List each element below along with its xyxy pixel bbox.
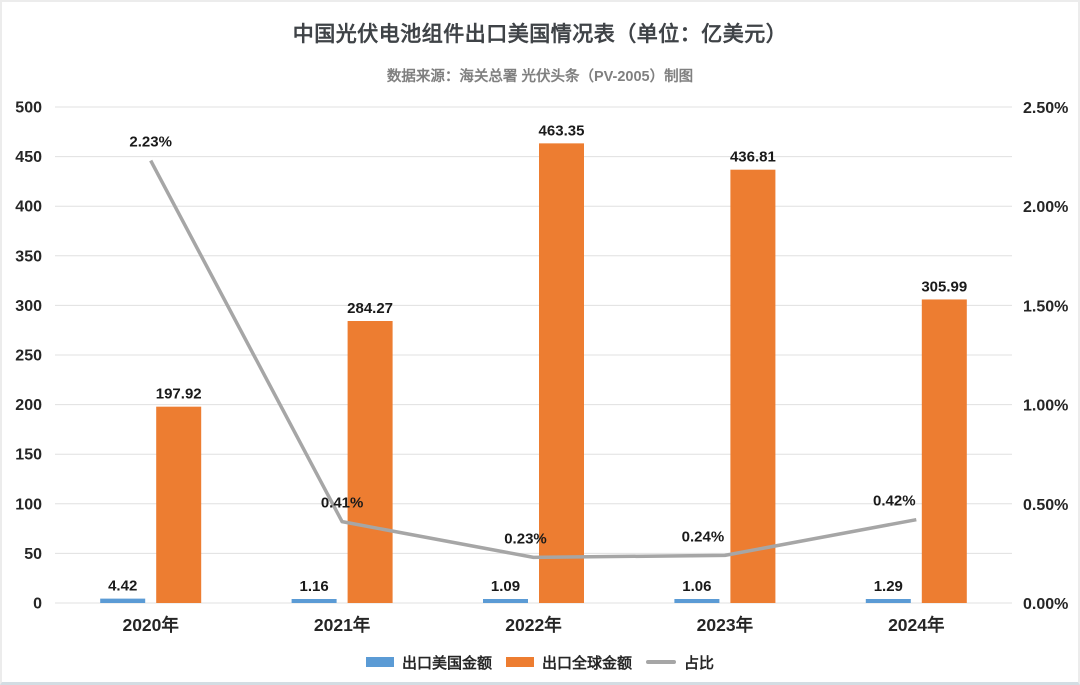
bar-export-us xyxy=(483,599,528,603)
bar-label-export-us: 1.09 xyxy=(491,578,520,595)
bar-export-global xyxy=(730,169,776,603)
right-axis-tick: 1.50% xyxy=(1023,298,1068,315)
ratio-point-label: 0.41% xyxy=(321,495,364,512)
bar-label-export-global: 197.92 xyxy=(156,386,202,403)
right-axis-tick: 2.50% xyxy=(1023,100,1068,117)
ratio-point-label: 0.42% xyxy=(873,493,916,510)
left-axis-tick: 500 xyxy=(15,100,42,117)
legend: 出口美国金额 出口全球金额 占比 xyxy=(2,651,1078,673)
x-axis-label: 2020年 xyxy=(122,615,179,635)
legend-swatch-export-global xyxy=(505,657,534,667)
left-axis-tick: 0 xyxy=(33,596,42,613)
x-axis-label: 2022年 xyxy=(505,615,562,635)
ratio-line xyxy=(149,159,917,560)
left-axis-tick: 100 xyxy=(15,496,42,513)
bar-label-export-us: 1.16 xyxy=(299,578,328,595)
x-axis-label: 2023年 xyxy=(697,615,754,635)
bar-export-us xyxy=(674,599,720,603)
legend-swatch-ratio-line xyxy=(646,660,676,664)
left-axis-tick: 150 xyxy=(15,447,42,464)
x-axis-label: 2021年 xyxy=(314,615,371,635)
right-axis-tick: 0.50% xyxy=(1023,497,1068,514)
bar-export-us xyxy=(100,598,146,603)
bar-label-export-us: 1.29 xyxy=(874,578,903,595)
left-axis-tick: 350 xyxy=(15,248,42,265)
ratio-point-label: 0.23% xyxy=(504,530,547,547)
bar-export-us xyxy=(865,599,911,603)
bar-label-export-global: 284.27 xyxy=(347,300,393,317)
bar-label-export-global: 463.35 xyxy=(539,122,585,139)
bar-export-global xyxy=(539,143,584,603)
legend-item-export-us: 出口美国金额 xyxy=(365,652,492,673)
bar-label-export-us: 4.42 xyxy=(108,578,137,595)
bar-export-global xyxy=(921,299,967,603)
left-axis-tick: 300 xyxy=(15,298,42,315)
right-axis-tick: 1.00% xyxy=(1023,398,1068,415)
bar-export-global xyxy=(347,321,393,603)
chart-subtitle: 数据来源：海关总署 光伏头条（PV-2005）制图 xyxy=(386,69,694,85)
left-axis-tick: 450 xyxy=(15,149,42,166)
bar-label-export-global: 436.81 xyxy=(730,149,776,166)
bar-label-export-global: 305.99 xyxy=(921,278,967,295)
legend-item-export-global: 出口全球金额 xyxy=(505,652,632,673)
chart-title: 中国光伏电池组件出口美国情况表（单位：亿美元） xyxy=(292,23,788,46)
left-axis-tick: 400 xyxy=(15,199,42,216)
legend-label-export-global: 出口全球金额 xyxy=(541,654,632,672)
right-axis-tick: 2.00% xyxy=(1023,199,1068,216)
legend-label-export-us: 出口美国金额 xyxy=(401,654,492,672)
left-axis-tick: 200 xyxy=(15,397,42,414)
legend-label-ratio: 占比 xyxy=(684,654,715,672)
bar-label-export-us: 1.06 xyxy=(682,578,711,595)
legend-item-ratio: 占比 xyxy=(646,652,714,673)
ratio-point-label: 2.23% xyxy=(129,134,172,151)
ratio-point-label: 0.24% xyxy=(682,528,725,545)
x-axis-label: 2024年 xyxy=(888,615,945,635)
bar-export-us xyxy=(291,599,337,603)
left-axis-tick: 50 xyxy=(24,546,42,563)
bar-export-global xyxy=(156,406,202,603)
left-axis-tick: 250 xyxy=(15,348,42,365)
legend-swatch-export-us xyxy=(365,657,394,667)
right-axis-tick: 0.00% xyxy=(1023,596,1068,613)
